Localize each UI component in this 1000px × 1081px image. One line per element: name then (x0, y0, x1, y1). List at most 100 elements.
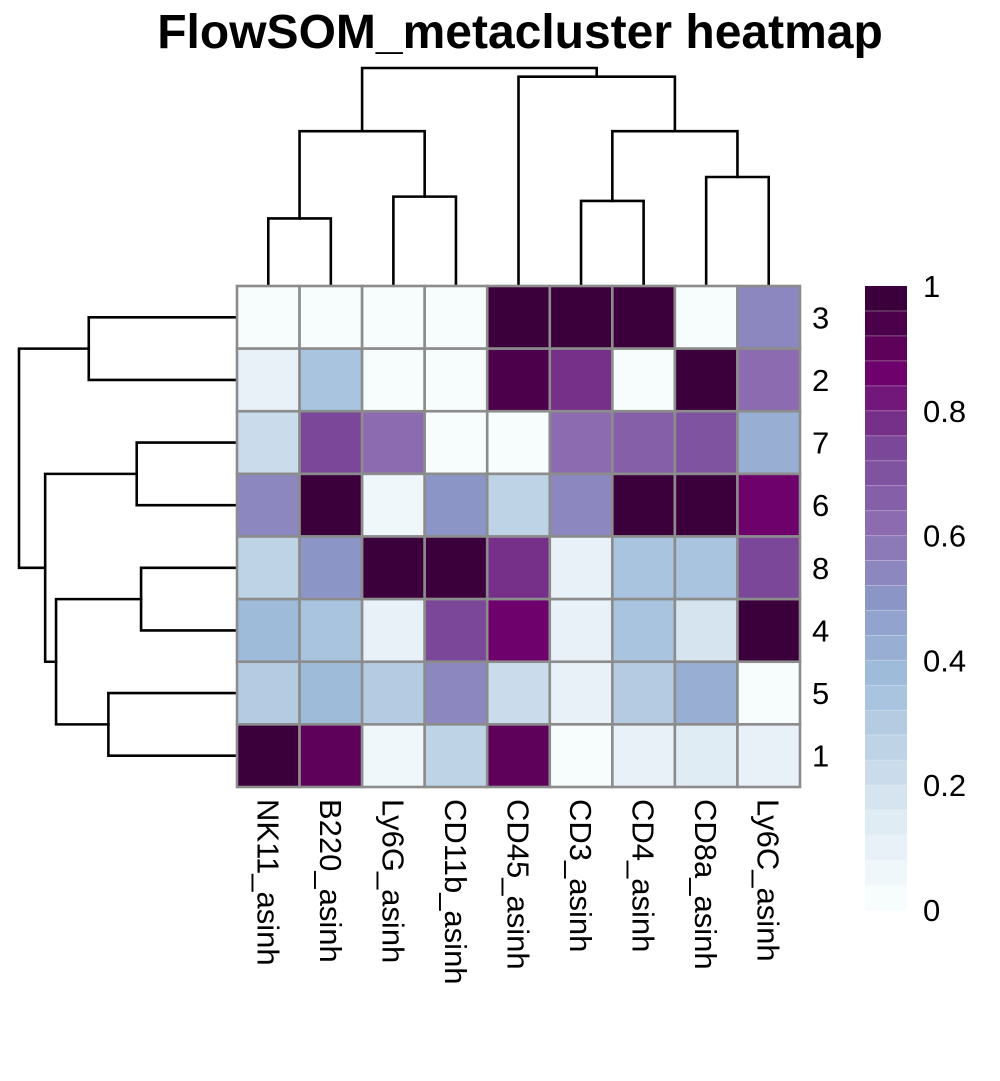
heatmap-cell (673, 347, 739, 413)
heatmap-cell (611, 535, 677, 601)
row-dendrogram-branch (43, 472, 139, 664)
column-dendrogram-branch (298, 129, 426, 220)
column-label: Ly6G_asinh (375, 799, 410, 963)
legend-color-step (865, 735, 907, 761)
heatmap-cell (736, 597, 802, 664)
heatmap-cell (673, 284, 739, 350)
row-labels: 3 2 7 6 8 4 5 1 (812, 300, 829, 773)
heatmap-cell (736, 284, 802, 350)
legend-color-step (865, 310, 907, 337)
heatmap-cell (485, 472, 552, 538)
heatmap-cell (548, 535, 614, 601)
column-dendrogram-branch (360, 66, 598, 133)
heatmap-cells (235, 284, 802, 789)
heatmap-cell (673, 660, 739, 726)
row-label: 6 (812, 488, 829, 523)
heatmap-cell (485, 660, 552, 726)
legend-tick-label: 0.8 (923, 394, 966, 429)
heatmap-cell (611, 723, 677, 789)
column-dendrogram (266, 66, 771, 288)
row-label: 7 (812, 426, 829, 461)
row-label: 5 (812, 676, 829, 711)
column-label: NK11_asinh (250, 799, 285, 966)
column-dendrogram-branch (704, 175, 771, 288)
heatmap-cell (423, 723, 489, 789)
legend-color-step (865, 710, 907, 736)
heatmap-cell (235, 284, 301, 350)
legend-color-step (865, 286, 907, 312)
column-label: CD45_asinh (501, 799, 536, 970)
heatmap-cell (673, 597, 739, 664)
heatmap-cell (235, 409, 301, 476)
column-label: CD8a_asinh (688, 799, 723, 970)
heatmap-cell (673, 409, 739, 476)
heatmap-cell (611, 472, 677, 538)
legend-color-step (865, 535, 907, 562)
legend-color-step (865, 585, 907, 611)
heatmap-cell (360, 597, 426, 664)
row-dendrogram (17, 316, 239, 757)
legend-color-step (865, 335, 907, 362)
heatmap-cell (736, 347, 802, 413)
legend-color-step (865, 485, 907, 512)
heatmap-cell (485, 723, 552, 789)
column-label: CD11b_asinh (438, 799, 473, 985)
column-dendrogram-branch (392, 195, 458, 288)
row-label: 1 (812, 739, 829, 774)
heatmap-cell (298, 409, 364, 476)
heatmap-cell (485, 409, 552, 476)
heatmap-cell (485, 597, 552, 664)
row-label: 4 (812, 613, 829, 648)
heatmap-cell (423, 347, 489, 413)
heatmap-cell (485, 347, 552, 413)
heatmap-cell (485, 535, 552, 601)
legend-color-step (865, 635, 907, 661)
heatmap-cell (611, 597, 677, 664)
column-labels: NK11_asinh B220_asinh Ly6G_asinh CD11b_asin… (250, 799, 785, 985)
legend-color-step (865, 410, 907, 437)
row-dendrogram-branch (107, 691, 239, 757)
legend-color-step (865, 460, 907, 487)
row-label: 2 (812, 363, 829, 398)
row-dendrogram-branch (54, 597, 143, 726)
heatmap-cell (423, 284, 489, 350)
heatmap-cell (736, 409, 802, 476)
heatmap-cell (548, 723, 614, 789)
heatmap-cell (611, 409, 677, 476)
heatmap-cell (235, 347, 301, 413)
heatmap-cell (298, 535, 364, 601)
column-dendrogram-branch (517, 75, 677, 288)
heatmap-cell (611, 660, 677, 726)
heatmap-cell (423, 535, 489, 601)
chart-title: FlowSOM_metacluster heatmap (157, 6, 883, 59)
heatmap-cell (235, 660, 301, 726)
heatmap-cell (548, 597, 614, 664)
heatmap-cell (736, 723, 802, 789)
legend-color-step (865, 885, 907, 911)
heatmap-cell (548, 347, 614, 413)
heatmap-cell (360, 472, 426, 538)
heatmap-cell (673, 723, 739, 789)
legend-color-step (865, 835, 907, 861)
legend-color-step (865, 435, 907, 462)
heatmap-cell (298, 597, 364, 664)
heatmap-cell (235, 535, 301, 601)
heatmap-cell (235, 472, 301, 538)
heatmap-cell (423, 660, 489, 726)
column-label: B220_asinh (313, 799, 348, 963)
legend-color-step (865, 785, 907, 811)
heatmap-cell (485, 284, 552, 350)
heatmap-cell (548, 660, 614, 726)
heatmap-cell (360, 535, 426, 601)
legend-color-step (865, 760, 907, 786)
legend-tick-label: 0.2 (923, 768, 966, 803)
column-dendrogram-branch (266, 217, 333, 288)
color-legend: 0 0.2 0.4 0.6 0.8 1 (865, 269, 966, 928)
legend-color-step (865, 685, 907, 711)
row-label: 3 (812, 300, 829, 335)
heatmap-cell (298, 347, 364, 413)
heatmap-cell (298, 723, 364, 789)
legend-color-step (865, 610, 907, 636)
column-label: CD4_asinh (626, 799, 661, 952)
